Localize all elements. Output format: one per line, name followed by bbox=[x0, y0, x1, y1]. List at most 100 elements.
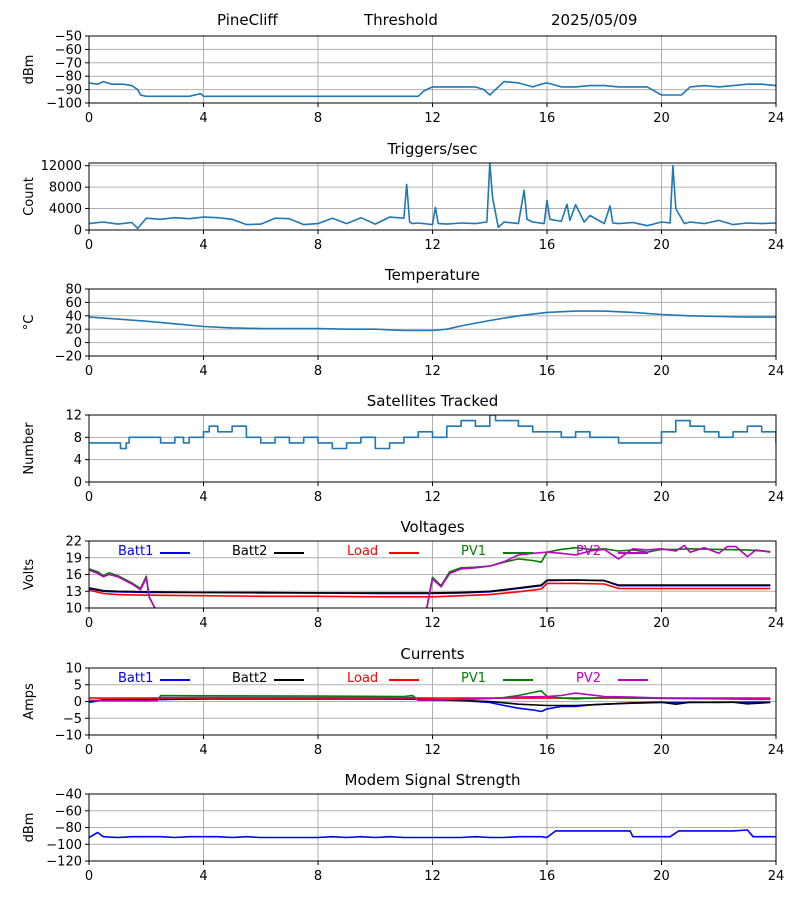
y-tick-label: 22 bbox=[65, 535, 82, 550]
y-tick-label: 10 bbox=[65, 602, 82, 617]
x-tick-label: 8 bbox=[314, 616, 322, 631]
x-tick-label: 8 bbox=[314, 364, 322, 379]
y-tick-label: −120 bbox=[46, 855, 82, 870]
x-tick-label: 0 bbox=[85, 364, 93, 379]
legend-label-batt1: Batt1 bbox=[118, 671, 153, 686]
y-tick-label: 19 bbox=[65, 551, 82, 566]
y-axis-label: Number bbox=[22, 422, 37, 475]
y-tick-label: 8 bbox=[74, 431, 82, 446]
y-tick-label: −80 bbox=[55, 70, 82, 85]
x-tick-label: 4 bbox=[199, 616, 207, 631]
y-tick-label: −60 bbox=[55, 43, 82, 58]
chart-title: Currents bbox=[400, 645, 464, 663]
x-tick-label: 20 bbox=[653, 490, 670, 505]
chart-header: PineCliff Threshold 2025/05/09 bbox=[0, 0, 800, 36]
station-name: PineCliff bbox=[217, 11, 278, 29]
x-tick-label: 0 bbox=[85, 616, 93, 631]
y-tick-label: −80 bbox=[55, 821, 82, 836]
legend-label-batt2: Batt2 bbox=[232, 671, 267, 686]
x-tick-label: 0 bbox=[85, 743, 93, 758]
chart-currents: 0 4 8 12 16 20 24 −10 −5 0 510 Currents Amps Batt1 Bat… bbox=[22, 645, 784, 758]
y-tick-label: 20 bbox=[65, 323, 82, 338]
series-line-modem bbox=[89, 829, 776, 839]
legend-label-pv1: PV1 bbox=[461, 671, 486, 686]
series-line-triggers bbox=[89, 163, 776, 230]
x-tick-label: 20 bbox=[653, 238, 670, 253]
y-tick-label: 4000 bbox=[49, 202, 82, 217]
x-tick-label: 12 bbox=[424, 490, 441, 505]
series-line-load bbox=[89, 582, 771, 598]
y-tick-label: 8000 bbox=[49, 181, 82, 196]
x-tick-label: 4 bbox=[199, 490, 207, 505]
x-tick-label: 0 bbox=[85, 111, 93, 126]
y-tick-label: −100 bbox=[46, 838, 82, 853]
legend-label-load: Load bbox=[347, 544, 378, 559]
series-line-signal bbox=[89, 80, 776, 98]
x-tick-label: 4 bbox=[199, 743, 207, 758]
x-tick-label: 24 bbox=[768, 238, 785, 253]
x-tick-label: 16 bbox=[539, 869, 556, 884]
y-tick-label: 10 bbox=[65, 662, 82, 677]
x-tick-label: 16 bbox=[539, 490, 556, 505]
chart-modem: 0 4 8 12 16 20 24 −120 −100 −80 −60−40 Modem Signal… bbox=[22, 771, 784, 884]
x-tick-label: 20 bbox=[653, 869, 670, 884]
y-axis-label: Amps bbox=[22, 683, 37, 720]
y-tick-label: 16 bbox=[65, 568, 82, 583]
y-tick-label: −90 bbox=[55, 83, 82, 98]
y-tick-label: 40 bbox=[65, 309, 82, 324]
y-tick-label: −10 bbox=[55, 729, 82, 744]
x-tick-label: 12 bbox=[424, 616, 441, 631]
y-axis-label: °C bbox=[22, 315, 37, 331]
x-tick-label: 4 bbox=[199, 364, 207, 379]
series-line-temperature bbox=[89, 310, 776, 332]
chart-title: Modem Signal Strength bbox=[345, 771, 521, 789]
y-tick-label: −40 bbox=[55, 788, 82, 803]
x-tick-label: 16 bbox=[539, 111, 556, 126]
y-axis-label: Volts bbox=[22, 559, 37, 591]
x-tick-label: 8 bbox=[314, 490, 322, 505]
x-tick-label: 16 bbox=[539, 616, 556, 631]
y-axis-label: Count bbox=[22, 177, 37, 216]
y-tick-label: 12 bbox=[65, 409, 82, 424]
x-tick-label: 24 bbox=[768, 111, 785, 126]
x-tick-label: 12 bbox=[424, 238, 441, 253]
mode-label: Threshold bbox=[364, 11, 438, 29]
y-axis-label: dBm bbox=[22, 55, 37, 85]
chart-satellites: 0 4 8 12 16 20 24 0 4 8 12 Satellites Tracked Number bbox=[22, 392, 784, 505]
x-tick-label: 0 bbox=[85, 238, 93, 253]
chart-title: Temperature bbox=[384, 266, 480, 284]
x-tick-label: 24 bbox=[768, 616, 785, 631]
legend-label-load: Load bbox=[347, 671, 378, 686]
x-tick-label: 0 bbox=[85, 869, 93, 884]
y-tick-label: −100 bbox=[46, 97, 82, 112]
chart-title: Voltages bbox=[400, 518, 464, 536]
x-tick-label: 12 bbox=[424, 364, 441, 379]
x-tick-label: 16 bbox=[539, 238, 556, 253]
x-tick-label: 20 bbox=[653, 743, 670, 758]
x-tick-label: 4 bbox=[199, 869, 207, 884]
y-tick-label: 60 bbox=[65, 296, 82, 311]
y-axis-label: dBm bbox=[22, 813, 37, 843]
y-tick-label: 0 bbox=[74, 224, 82, 239]
x-tick-label: 12 bbox=[424, 869, 441, 884]
x-tick-label: 16 bbox=[539, 743, 556, 758]
y-tick-label: −60 bbox=[55, 804, 82, 819]
x-tick-label: 8 bbox=[314, 238, 322, 253]
x-tick-label: 24 bbox=[768, 490, 785, 505]
y-tick-label: −70 bbox=[55, 56, 82, 71]
legend-label-batt1: Batt1 bbox=[118, 544, 153, 559]
y-tick-label: 13 bbox=[65, 585, 82, 600]
series-line-pv2 bbox=[89, 692, 771, 702]
chart-title: Triggers/sec bbox=[387, 140, 478, 158]
x-tick-label: 20 bbox=[653, 616, 670, 631]
chart-title: Satellites Tracked bbox=[367, 392, 498, 410]
y-tick-label: 0 bbox=[74, 695, 82, 710]
y-tick-label: 4 bbox=[74, 453, 82, 468]
y-tick-label: −5 bbox=[63, 712, 82, 727]
y-tick-label: 0 bbox=[74, 476, 82, 491]
y-tick-label: −50 bbox=[55, 30, 82, 45]
y-tick-label: 80 bbox=[65, 283, 82, 298]
x-tick-label: 20 bbox=[653, 111, 670, 126]
